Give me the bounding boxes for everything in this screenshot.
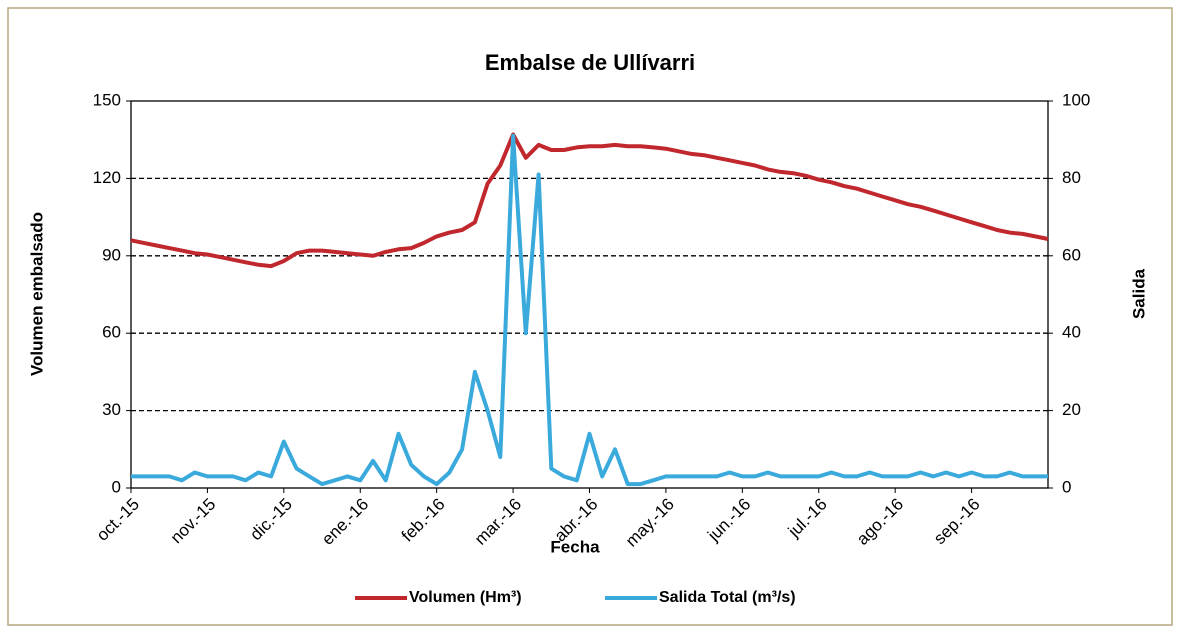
y2-tick-label: 80 [1062, 168, 1081, 187]
y-axis-label: Volumen embalsado [27, 212, 46, 376]
y-tick-label: 150 [93, 90, 121, 109]
y2-tick-label: 0 [1062, 477, 1071, 496]
y2-tick-label: 100 [1062, 90, 1090, 109]
y-tick-label: 60 [102, 323, 121, 342]
y2-axis-label: Salida [1129, 268, 1148, 319]
y-tick-label: 30 [102, 400, 121, 419]
legend-label: Salida Total (m³/s) [659, 589, 796, 606]
chart-title: Embalse de Ullívarri [485, 50, 695, 75]
x-axis-label: Fecha [550, 537, 600, 556]
y2-tick-label: 40 [1062, 323, 1081, 342]
y2-tick-label: 60 [1062, 245, 1081, 264]
y-tick-label: 120 [93, 168, 121, 187]
y-tick-label: 0 [112, 477, 121, 496]
series-line [130, 132, 1049, 269]
y-tick-label: 90 [102, 245, 121, 264]
legend-label: Volumen (Hm³) [409, 589, 522, 606]
y2-tick-label: 20 [1062, 400, 1081, 419]
chart-frame [7, 7, 1173, 626]
series-line [131, 133, 1048, 487]
